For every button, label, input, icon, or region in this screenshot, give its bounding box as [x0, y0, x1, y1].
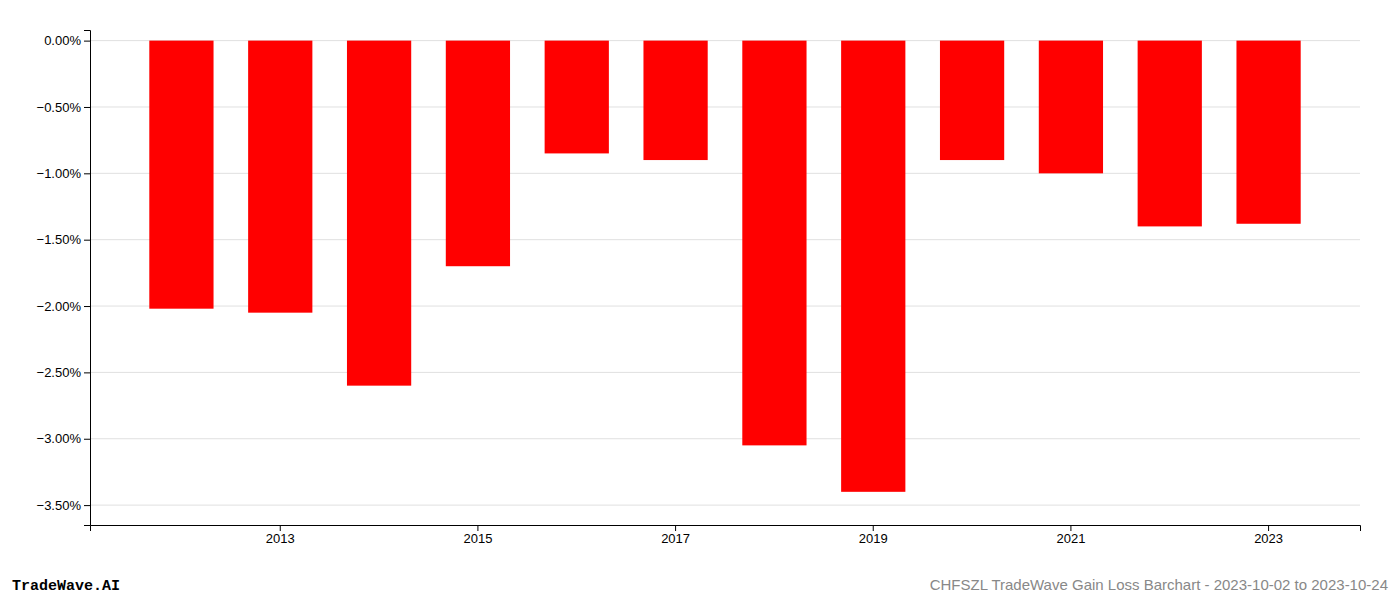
- x-tick-mark: [477, 525, 478, 531]
- grid: [90, 41, 1360, 505]
- bar: [248, 41, 312, 313]
- x-tick: 2019: [859, 525, 888, 546]
- y-tick: −1.00%: [37, 166, 90, 181]
- x-tick-label: 2015: [463, 531, 492, 546]
- y-tick-mark: [84, 372, 90, 373]
- bar: [742, 41, 806, 446]
- bar: [940, 41, 1004, 160]
- x-tick: 2015: [463, 525, 492, 546]
- x-tick-mark: [873, 525, 874, 531]
- chart-container: 0.00% −0.50% −1.00% −1.50% −2.00% −2.50% −3.00…: [0, 0, 1400, 600]
- x-tick-mark: [280, 525, 281, 531]
- y-tick-mark: [84, 439, 90, 440]
- bar: [1039, 41, 1103, 174]
- x-axis: 2013 2015 2017 2019 2021 2023: [91, 525, 1361, 546]
- footnote: CHFSZL TradeWave Gain Loss Barchart - 20…: [930, 576, 1388, 593]
- plot-area: [149, 41, 1300, 492]
- footnote: TradeWave.AI: [12, 578, 120, 595]
- bar: [643, 41, 707, 160]
- y-tick-mark: [84, 240, 90, 241]
- y-tick-mark: [84, 505, 90, 506]
- y-tick-label: −2.50%: [37, 365, 82, 380]
- y-tick: 0.00%: [44, 33, 90, 48]
- y-tick-label: −1.00%: [37, 166, 82, 181]
- grid-line: [90, 372, 1360, 373]
- y-tick-label: −3.00%: [37, 431, 82, 446]
- bar: [149, 41, 213, 309]
- x-tick-label: 2023: [1254, 531, 1283, 546]
- y-tick: −3.00%: [37, 431, 90, 446]
- x-tick-label: 2013: [266, 531, 295, 546]
- y-tick: −2.50%: [37, 365, 90, 380]
- y-tick-label: −0.50%: [37, 100, 82, 115]
- bar: [1236, 41, 1300, 224]
- y-tick: −3.50%: [37, 498, 90, 513]
- x-tick: 2023: [1254, 525, 1283, 546]
- y-tick-mark: [84, 306, 90, 307]
- y-tick: −1.50%: [37, 232, 90, 247]
- x-tick: 2013: [266, 525, 295, 546]
- x-tick-mark: [675, 525, 676, 531]
- y-tick-mark: [84, 173, 90, 174]
- y-tick: −0.50%: [37, 100, 90, 115]
- grid-line: [90, 505, 1360, 506]
- y-tick-label: −1.50%: [37, 232, 82, 247]
- bar: [841, 41, 905, 492]
- grid-line: [90, 438, 1360, 439]
- y-tick-label: 0.00%: [44, 33, 81, 48]
- y-tick-label: −3.50%: [37, 498, 82, 513]
- y-tick-label: −2.00%: [37, 299, 82, 314]
- x-tick: 2017: [661, 525, 690, 546]
- bar: [545, 41, 609, 154]
- chart-svg: 0.00% −0.50% −1.00% −1.50% −2.00% −2.50% −3.00…: [0, 0, 1400, 600]
- bar: [1138, 41, 1202, 227]
- footnotes: TradeWave.AI CHFSZL TradeWave Gain Loss B…: [12, 576, 1388, 595]
- bar: [347, 41, 411, 386]
- bar: [446, 41, 510, 267]
- x-tick-mark: [1070, 525, 1071, 531]
- x-tick-label: 2019: [859, 531, 888, 546]
- y-tick-mark: [84, 41, 90, 42]
- y-axis: 0.00% −0.50% −1.00% −1.50% −2.00% −2.50% −3.00…: [37, 31, 91, 526]
- y-tick: −2.00%: [37, 299, 90, 314]
- y-axis-line: [84, 31, 91, 526]
- x-tick: 2021: [1056, 525, 1085, 546]
- x-axis-line: [91, 526, 1361, 532]
- x-tick-label: 2021: [1056, 531, 1085, 546]
- y-tick-mark: [84, 107, 90, 108]
- x-tick-mark: [1268, 525, 1269, 531]
- x-tick-label: 2017: [661, 531, 690, 546]
